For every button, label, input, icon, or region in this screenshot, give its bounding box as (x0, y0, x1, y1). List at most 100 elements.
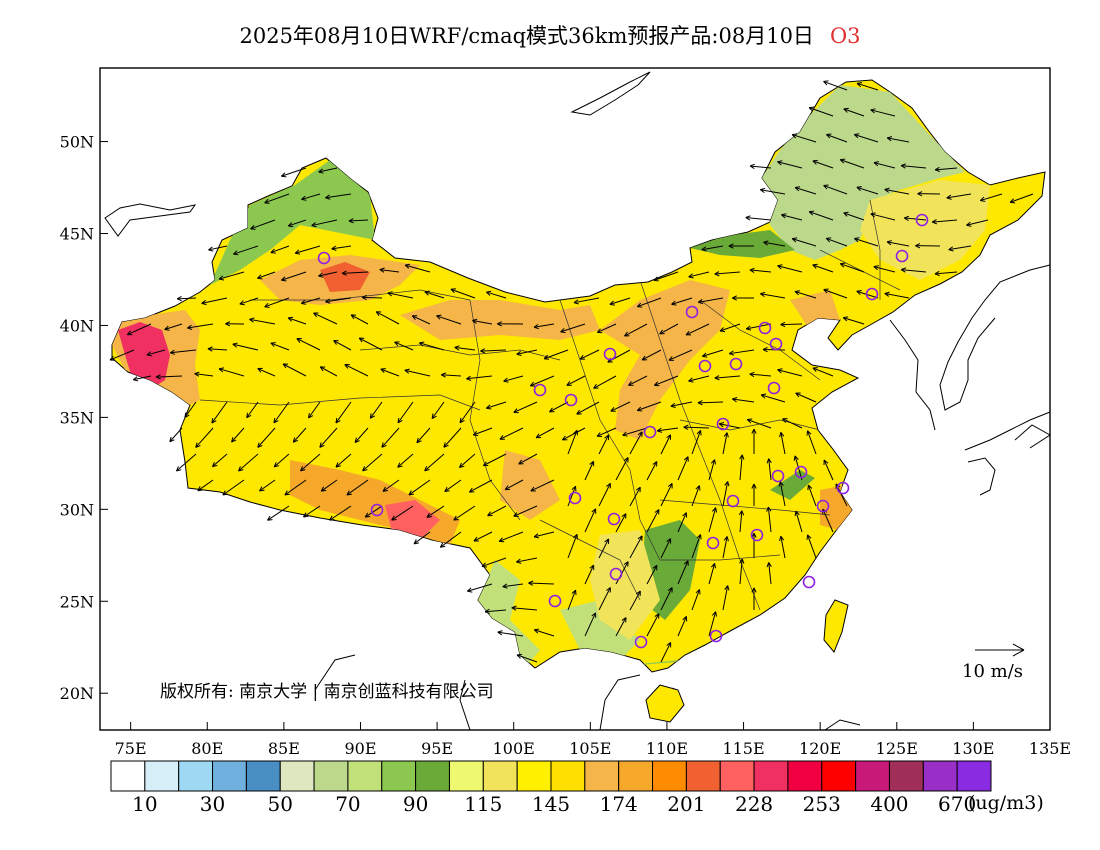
wind-arrow (187, 323, 214, 329)
wind-arrow (513, 401, 538, 413)
wind-arrow (573, 297, 600, 304)
wind-arrowhead (931, 219, 938, 225)
wind-arrow (413, 531, 431, 545)
coastline (1014, 424, 1051, 449)
wind-arrow (688, 375, 710, 382)
map-title: 2025年08月10日WRF/cmaq模式36km预报产品:08月10日 O3 (0, 20, 1100, 50)
wind-arrowhead (701, 246, 707, 252)
wind-arrow (628, 375, 648, 386)
wind-arrowhead (380, 368, 386, 374)
wind-arrow (780, 323, 803, 326)
wind-arrowhead (886, 240, 892, 246)
wind-arrowhead (791, 133, 798, 139)
colorbar-tick-label: 90 (402, 792, 429, 816)
wind-arrow (691, 430, 702, 455)
monitoring-station (548, 594, 562, 608)
lon-tick-label: 85E (268, 739, 300, 758)
wind-arrowhead (444, 486, 450, 493)
colorbar-swatch (584, 760, 620, 792)
wind-arrow (281, 271, 307, 281)
wind-arrow (257, 271, 276, 279)
wind-arrow (904, 217, 927, 221)
monitoring-station (634, 635, 648, 649)
wind-arrow (870, 109, 896, 117)
wind-arrow (854, 133, 879, 143)
wind-arrow (325, 193, 352, 199)
monitoring-station (802, 575, 816, 589)
wind-arrowhead (823, 80, 829, 86)
wind-arrow (980, 193, 1003, 202)
monitoring-station (609, 567, 623, 581)
wind-arrowhead (187, 324, 193, 330)
wind-arrow (593, 375, 617, 389)
wind-arrow (436, 315, 462, 325)
lon-tick-label: 105E (569, 739, 611, 758)
wind-arrowhead (211, 461, 218, 468)
wind-arrowhead (239, 300, 245, 306)
monitoring-station (769, 337, 783, 351)
wind-arrowhead (287, 316, 294, 322)
wind-arrowhead (549, 407, 555, 413)
wind-arrowhead (637, 535, 643, 541)
wind-arrow (249, 318, 276, 325)
wind-arrowhead (480, 348, 486, 354)
wind-arrowhead (682, 512, 688, 518)
wind-arrowhead (654, 613, 660, 619)
wind-arrow (777, 265, 803, 273)
wind-arrowhead (751, 587, 757, 593)
province-boundaries (199, 199, 901, 611)
wind-arrowhead (459, 462, 465, 468)
copyright-text: 版权所有: 南京大学 | 南京创蓝科技有限公司 (160, 682, 494, 702)
wind-arrow (808, 107, 834, 117)
wind-arrowhead (979, 196, 986, 202)
concentration-contour (500, 450, 560, 520)
wind-arrow (856, 186, 879, 195)
wind-arrowhead (723, 536, 729, 542)
colorbar-tick-label: 670 (938, 792, 977, 816)
wind-arrow (333, 340, 352, 351)
wind-arrowhead (318, 168, 324, 174)
wind-arrow (901, 165, 927, 169)
colorbar-swatch (550, 760, 586, 792)
wind-arrowhead (795, 392, 801, 398)
wind-arrowhead (300, 466, 306, 472)
wind-arrowhead (413, 539, 420, 545)
wind-arrowhead (654, 509, 660, 515)
wind-arrowhead (518, 459, 524, 465)
colorbar-tick-label: 253 (802, 792, 841, 816)
province-boundary (639, 279, 761, 611)
wind-arrow (887, 137, 910, 143)
wind-arrow (677, 456, 689, 481)
wind-arrow (840, 263, 865, 273)
wind-arrow (567, 534, 578, 559)
wind-arrow (660, 538, 672, 559)
colorbar-unit: (ug/m3) (968, 792, 1044, 814)
wind-arrowhead (270, 248, 276, 254)
wind-arrowhead (362, 466, 368, 472)
wind-arrowhead (246, 412, 252, 419)
wind-arrow (629, 535, 643, 559)
wind-arrowhead (194, 371, 200, 377)
wind-arrowhead (294, 249, 301, 255)
wind-arrowhead (856, 82, 863, 88)
province-boundary (199, 394, 481, 411)
wind-arrowhead (653, 276, 659, 282)
wind-arrowhead (282, 363, 289, 369)
wind-arrow (812, 264, 834, 273)
wind-arrow (795, 392, 817, 403)
wind-arrow (453, 505, 476, 521)
wind-arrow (749, 373, 772, 377)
monitoring-station (794, 465, 808, 479)
wind-arrow (567, 589, 577, 611)
lon-tick-label: 125E (876, 739, 918, 758)
wind-arrow (177, 297, 197, 300)
wind-arrowhead (426, 512, 432, 518)
wind-arrowhead (688, 377, 694, 383)
wind-arrow (344, 364, 369, 377)
coastline (889, 319, 936, 431)
coastline (967, 457, 996, 496)
wind-arrowhead (779, 535, 785, 542)
wind-arrowhead (516, 350, 522, 356)
wind-arrow (487, 505, 507, 517)
wind-arrow (516, 349, 538, 355)
